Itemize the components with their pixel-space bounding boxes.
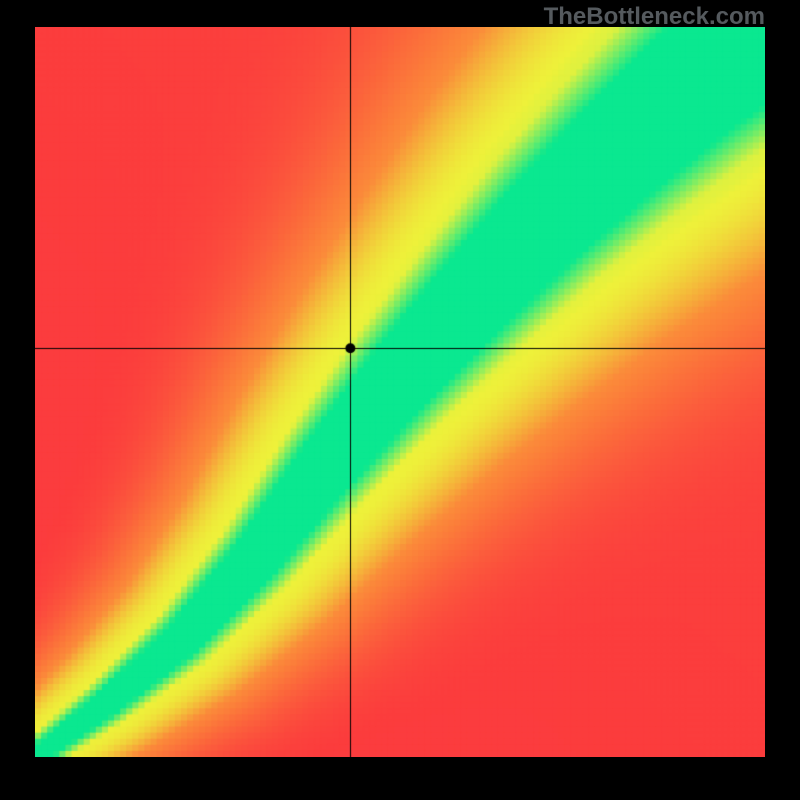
heatmap-canvas — [35, 27, 765, 757]
watermark-text: TheBottleneck.com — [544, 3, 765, 31]
